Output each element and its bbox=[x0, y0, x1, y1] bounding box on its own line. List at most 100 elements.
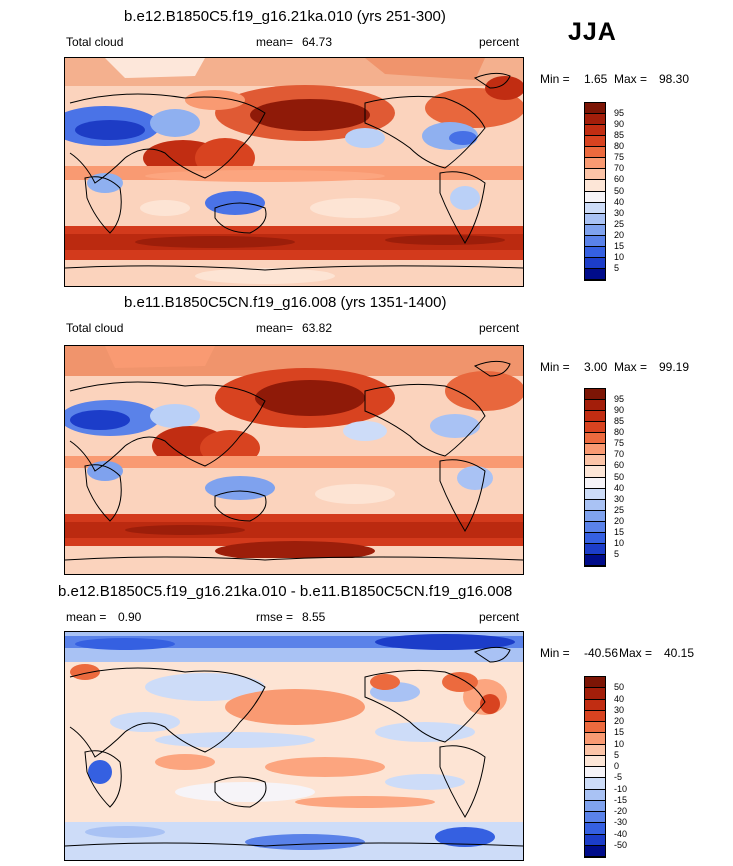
colorbar-box bbox=[585, 191, 605, 203]
colorbar-box bbox=[585, 114, 605, 126]
panel1-mean-label: mean= bbox=[256, 35, 294, 49]
colorbar-box bbox=[585, 532, 605, 544]
panel2-min-value: 3.00 bbox=[584, 360, 608, 374]
colorbar-box bbox=[585, 744, 605, 756]
panel3-rmse-value: 8.55 bbox=[302, 610, 326, 624]
colorbar-box bbox=[585, 400, 605, 412]
colorbar-box bbox=[585, 677, 605, 689]
colorbar-box bbox=[585, 136, 605, 148]
colorbar-level-label: 50 bbox=[614, 682, 625, 693]
panel2-mean-label: mean= bbox=[256, 321, 294, 335]
colorbar-box bbox=[585, 433, 605, 445]
colorbar-level-label: 70 bbox=[614, 449, 625, 460]
colorbar-level-label: -30 bbox=[614, 817, 628, 828]
colorbar-box bbox=[585, 125, 605, 137]
panel3-title: b.e12.B1850C5.f19_g16.21ka.010 - b.e11.B… bbox=[58, 583, 513, 600]
colorbar-level-label: 95 bbox=[614, 394, 625, 405]
panel2-map bbox=[64, 345, 524, 575]
colorbar-box bbox=[585, 510, 605, 522]
colorbar-level-label: 5 bbox=[614, 749, 620, 760]
colorbar-box bbox=[585, 180, 605, 192]
panel1-mean-value: 64.73 bbox=[302, 35, 333, 49]
colorbar-level-label: 20 bbox=[614, 716, 625, 726]
colorbar-box bbox=[585, 733, 605, 745]
colorbar-level-label: 30 bbox=[614, 207, 625, 218]
panel1-variable-label: Total cloud bbox=[66, 35, 124, 49]
panel2-min-label: Min = bbox=[540, 360, 570, 374]
colorbar-box bbox=[585, 845, 605, 857]
panel1-title: b.e12.B1850C5.f19_g16.21ka.010 (yrs 251-… bbox=[124, 8, 446, 25]
colorbar-box bbox=[585, 444, 605, 456]
colorbar-level-label: 60 bbox=[614, 460, 625, 471]
colorbar-level-label: 95 bbox=[614, 108, 625, 119]
panel2-units: percent bbox=[479, 321, 520, 335]
colorbar-level-label: 25 bbox=[614, 504, 625, 515]
colorbar-box bbox=[585, 778, 605, 790]
panel2-variable-label: Total cloud bbox=[66, 321, 124, 335]
panel3-rmse-label: rmse = bbox=[256, 610, 294, 624]
colorbar-level-label: 70 bbox=[614, 163, 625, 174]
colorbar-level-label: 40 bbox=[614, 693, 625, 704]
colorbar-level-label: 10 bbox=[614, 738, 625, 749]
colorbar-level-label: 85 bbox=[614, 130, 625, 141]
colorbar-level-label: 10 bbox=[614, 537, 625, 548]
panel1-units: percent bbox=[479, 35, 520, 49]
panel3-mean-label: mean = bbox=[66, 610, 107, 624]
colorbar-level-label: 20 bbox=[614, 229, 625, 240]
colorbar-level-label: 40 bbox=[614, 196, 625, 207]
colorbar-level-label: 30 bbox=[614, 493, 625, 504]
colorbar-box bbox=[585, 521, 605, 533]
colorbar-level-label: 5 bbox=[614, 548, 620, 559]
panel3-max-label: Max = bbox=[619, 646, 653, 660]
colorbar-box bbox=[585, 235, 605, 247]
colorbar-box bbox=[585, 812, 605, 824]
panel3-max-value: 40.15 bbox=[664, 646, 695, 660]
colorbar-level-label: -40 bbox=[614, 828, 628, 839]
panel2-title: b.e11.B1850C5CN.f19_g16.008 (yrs 1351-14… bbox=[124, 294, 447, 311]
colorbar-box bbox=[585, 710, 605, 722]
colorbar-box bbox=[585, 554, 605, 566]
colorbar-level-label: 50 bbox=[614, 185, 625, 196]
colorbar-box bbox=[585, 257, 605, 269]
colorbar-box bbox=[585, 800, 605, 812]
colorbar-level-label: 15 bbox=[614, 526, 625, 537]
colorbar-level-label: -50 bbox=[614, 839, 628, 850]
colorbar-box bbox=[585, 246, 605, 258]
panel1-max-value: 98.30 bbox=[659, 72, 690, 86]
colorbar-level-label: 15 bbox=[614, 727, 625, 738]
colorbar-box bbox=[585, 499, 605, 511]
panel1-colorbar bbox=[584, 102, 606, 281]
colorbar-box bbox=[585, 789, 605, 801]
panel3-min-label: Min = bbox=[540, 646, 570, 660]
colorbar-box bbox=[585, 755, 605, 767]
colorbar-box bbox=[585, 224, 605, 236]
colorbar-box bbox=[585, 488, 605, 500]
colorbar-level-label: 20 bbox=[614, 515, 625, 526]
colorbar-box bbox=[585, 455, 605, 467]
colorbar-level-label: -20 bbox=[614, 806, 628, 816]
colorbar-level-label: 25 bbox=[614, 218, 625, 229]
colorbar-level-label: 30 bbox=[614, 704, 625, 715]
panel2-max-label: Max = bbox=[614, 360, 648, 374]
colorbar-box bbox=[585, 543, 605, 555]
colorbar-level-label: -10 bbox=[614, 783, 628, 794]
colorbar-level-label: 0 bbox=[614, 761, 620, 771]
colorbar-level-label: 10 bbox=[614, 251, 625, 262]
colorbar-box bbox=[585, 834, 605, 846]
season-label: JJA bbox=[568, 18, 617, 46]
colorbar-box bbox=[585, 767, 605, 779]
colorbar-box bbox=[585, 688, 605, 700]
panel3-units: percent bbox=[479, 610, 520, 624]
panel2-colorbar bbox=[584, 388, 606, 567]
colorbar-box bbox=[585, 411, 605, 423]
colorbar-box bbox=[585, 477, 605, 489]
colorbar-level-label: 60 bbox=[614, 174, 625, 185]
colorbar-level-label: 15 bbox=[614, 240, 625, 251]
panel2-max-value: 99.19 bbox=[659, 360, 690, 374]
colorbar-level-label: 75 bbox=[614, 152, 625, 163]
colorbar-box bbox=[585, 268, 605, 280]
panel2-mean-value: 63.82 bbox=[302, 321, 333, 335]
colorbar-level-label: 40 bbox=[614, 482, 625, 493]
colorbar-box bbox=[585, 823, 605, 835]
colorbar-box bbox=[585, 103, 605, 115]
